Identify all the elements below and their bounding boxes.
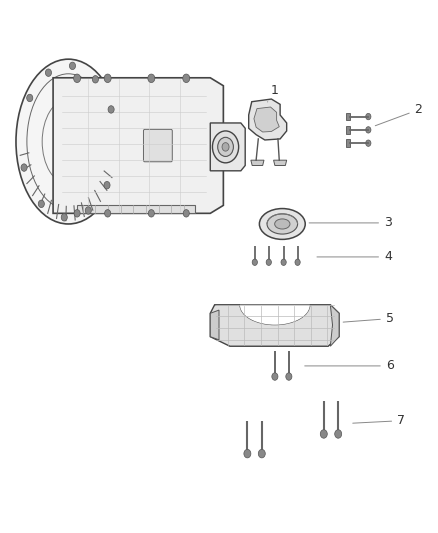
Circle shape <box>148 74 155 83</box>
Polygon shape <box>210 305 339 346</box>
Circle shape <box>281 259 286 265</box>
Text: 3: 3 <box>309 216 392 229</box>
FancyBboxPatch shape <box>346 126 350 134</box>
Circle shape <box>105 209 111 217</box>
Circle shape <box>366 140 371 147</box>
Circle shape <box>252 259 258 265</box>
Circle shape <box>335 430 342 438</box>
Circle shape <box>286 373 292 380</box>
Polygon shape <box>53 78 223 213</box>
Polygon shape <box>240 305 310 325</box>
Circle shape <box>295 259 300 265</box>
Polygon shape <box>274 160 287 165</box>
Circle shape <box>266 259 272 265</box>
FancyBboxPatch shape <box>346 113 350 120</box>
Polygon shape <box>330 305 339 346</box>
Circle shape <box>69 62 75 70</box>
Text: 6: 6 <box>305 359 394 373</box>
Ellipse shape <box>275 219 290 229</box>
Circle shape <box>366 127 371 133</box>
Circle shape <box>92 76 99 83</box>
Circle shape <box>320 430 327 438</box>
Polygon shape <box>251 160 264 165</box>
FancyBboxPatch shape <box>144 130 172 162</box>
Circle shape <box>218 138 233 157</box>
Polygon shape <box>254 107 279 132</box>
Circle shape <box>366 114 371 120</box>
Circle shape <box>272 373 278 380</box>
Circle shape <box>148 209 154 217</box>
Ellipse shape <box>259 208 305 239</box>
Circle shape <box>104 181 110 189</box>
Text: 7: 7 <box>353 414 405 427</box>
Circle shape <box>222 143 229 151</box>
Circle shape <box>244 449 251 458</box>
Text: 5: 5 <box>343 312 394 325</box>
Circle shape <box>61 214 67 221</box>
Ellipse shape <box>16 59 121 224</box>
Polygon shape <box>77 205 195 213</box>
Text: 4: 4 <box>317 251 392 263</box>
Ellipse shape <box>63 133 74 150</box>
Circle shape <box>183 209 189 217</box>
Circle shape <box>21 164 27 171</box>
Circle shape <box>183 74 190 83</box>
Circle shape <box>27 94 33 102</box>
Circle shape <box>46 69 52 76</box>
Text: 1: 1 <box>268 84 279 102</box>
Text: 2: 2 <box>375 103 423 126</box>
Polygon shape <box>249 99 287 140</box>
Circle shape <box>212 131 239 163</box>
Circle shape <box>74 74 81 83</box>
Circle shape <box>258 449 265 458</box>
Circle shape <box>85 207 92 214</box>
Circle shape <box>38 200 44 207</box>
Ellipse shape <box>267 214 297 234</box>
Circle shape <box>74 209 80 217</box>
Circle shape <box>108 106 114 113</box>
Circle shape <box>104 74 111 83</box>
Polygon shape <box>210 310 219 340</box>
Polygon shape <box>210 123 245 171</box>
FancyBboxPatch shape <box>346 140 350 147</box>
